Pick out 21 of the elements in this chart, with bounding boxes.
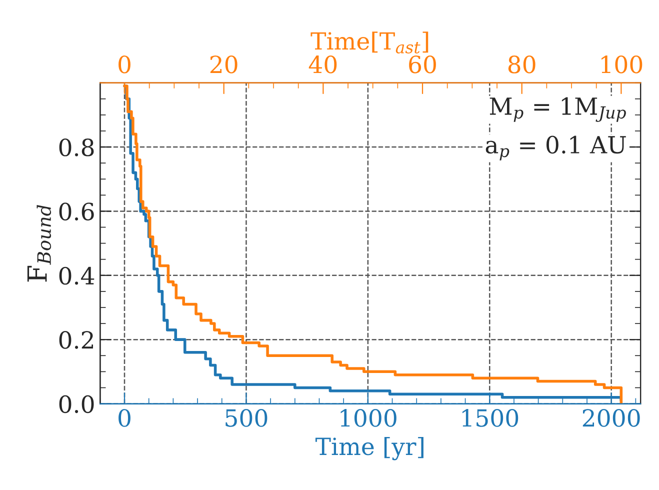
x2-tick-label: 20 (210, 56, 238, 74)
x2-tick-label: 80 (508, 56, 536, 74)
x-axis-title: Time [yr] (315, 437, 424, 460)
x-tick-label: 2000 (582, 409, 640, 427)
x2-tick-label: 100 (602, 56, 642, 74)
x2-tick-label: 40 (308, 56, 337, 74)
annotation: a$_{p}$ = 0.1 AU (486, 136, 626, 160)
y-tick-label: 0.8 (59, 138, 94, 156)
x-tick-label: 1000 (340, 409, 396, 427)
y-axis-title: F$_{Bound}$ (27, 205, 52, 282)
x2-axis-title: Time[T$_{ast}$] (310, 32, 428, 54)
x2-tick-label: 60 (409, 56, 436, 74)
x-tick-label: 500 (226, 409, 268, 427)
x-tick-label: 1500 (462, 409, 518, 427)
x2-tick-label: 0 (118, 56, 130, 74)
x-tick-label: 0 (118, 409, 130, 427)
y-tick-label: 0.0 (59, 395, 94, 414)
annotation: M$_{p}$ = 1M$_{Jup}$ (490, 97, 626, 122)
y-tick-label: 0.6 (59, 202, 94, 220)
y-tick-label: 0.2 (59, 331, 93, 349)
y-tick-label: 0.4 (59, 266, 94, 285)
